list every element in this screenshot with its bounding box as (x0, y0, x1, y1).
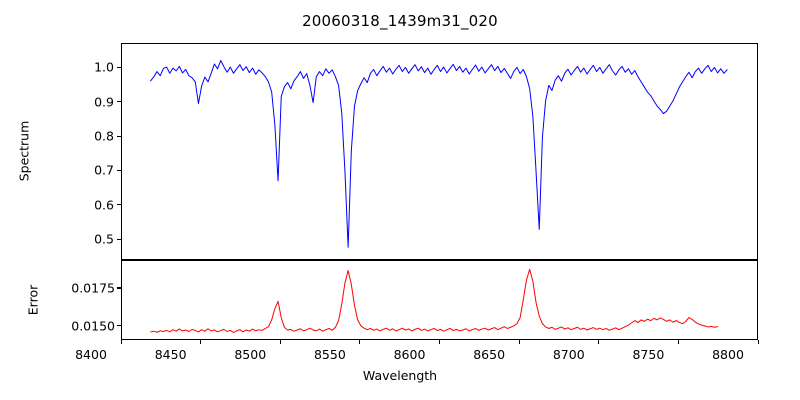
spectrum-ytick-mark (117, 135, 121, 137)
xtick-mark (677, 340, 679, 344)
xtick-mark (439, 340, 441, 344)
spectrum-ytick-label: 0.7 (94, 162, 114, 178)
xtick-mark (518, 340, 520, 344)
spectrum-ytick-label: 0.5 (94, 231, 114, 247)
error-line (150, 268, 719, 333)
xtick-label: 8550 (313, 347, 346, 362)
spectrum-ytick-mark (117, 101, 121, 103)
xtick-mark (200, 340, 202, 344)
xtick-label: 8450 (154, 347, 187, 362)
wavelength-axis-label: Wavelength (362, 368, 438, 383)
spectrum-axis-label: Spectrum (16, 120, 32, 182)
xtick-label: 8650 (473, 347, 506, 362)
xtick-mark (598, 340, 600, 344)
xtick-label: 8400 (75, 347, 107, 362)
xtick-mark (279, 340, 281, 344)
xtick-label: 8750 (632, 347, 665, 362)
xtick-label: 8700 (552, 347, 585, 362)
xtick-mark (757, 340, 759, 344)
spectrum-ytick-mark (117, 204, 121, 206)
spectrum-ytick-label: 1.0 (94, 59, 114, 75)
error-ytick-label: 0.0150 (71, 318, 115, 334)
error-panel (121, 260, 758, 340)
spectrum-ytick-mark (117, 238, 121, 240)
xtick-label: 8500 (234, 347, 267, 362)
spectrum-ytick-label: 0.9 (94, 94, 114, 110)
spectrum-ytick-label: 0.8 (94, 128, 114, 144)
error-ytick-mark (117, 325, 121, 327)
spectrum-ytick-label: 0.6 (94, 197, 114, 213)
xtick-mark (120, 340, 122, 344)
spectrum-plot-area (150, 60, 728, 248)
spectrum-line (150, 60, 728, 248)
xtick-label: 8600 (393, 347, 426, 362)
error-plot-area (150, 268, 719, 333)
xtick-mark (359, 340, 361, 344)
error-ytick-label: 0.0175 (71, 280, 115, 296)
spectrum-ytick-mark (117, 66, 121, 68)
error-ytick-mark (117, 287, 121, 289)
figure-title: 20060318_1439m31_020 (302, 12, 498, 30)
error-axis-label: Error (25, 284, 41, 316)
spectrum-ytick-mark (117, 169, 121, 172)
xtick-label: 8800 (712, 347, 744, 362)
spectrum-panel (121, 43, 758, 260)
